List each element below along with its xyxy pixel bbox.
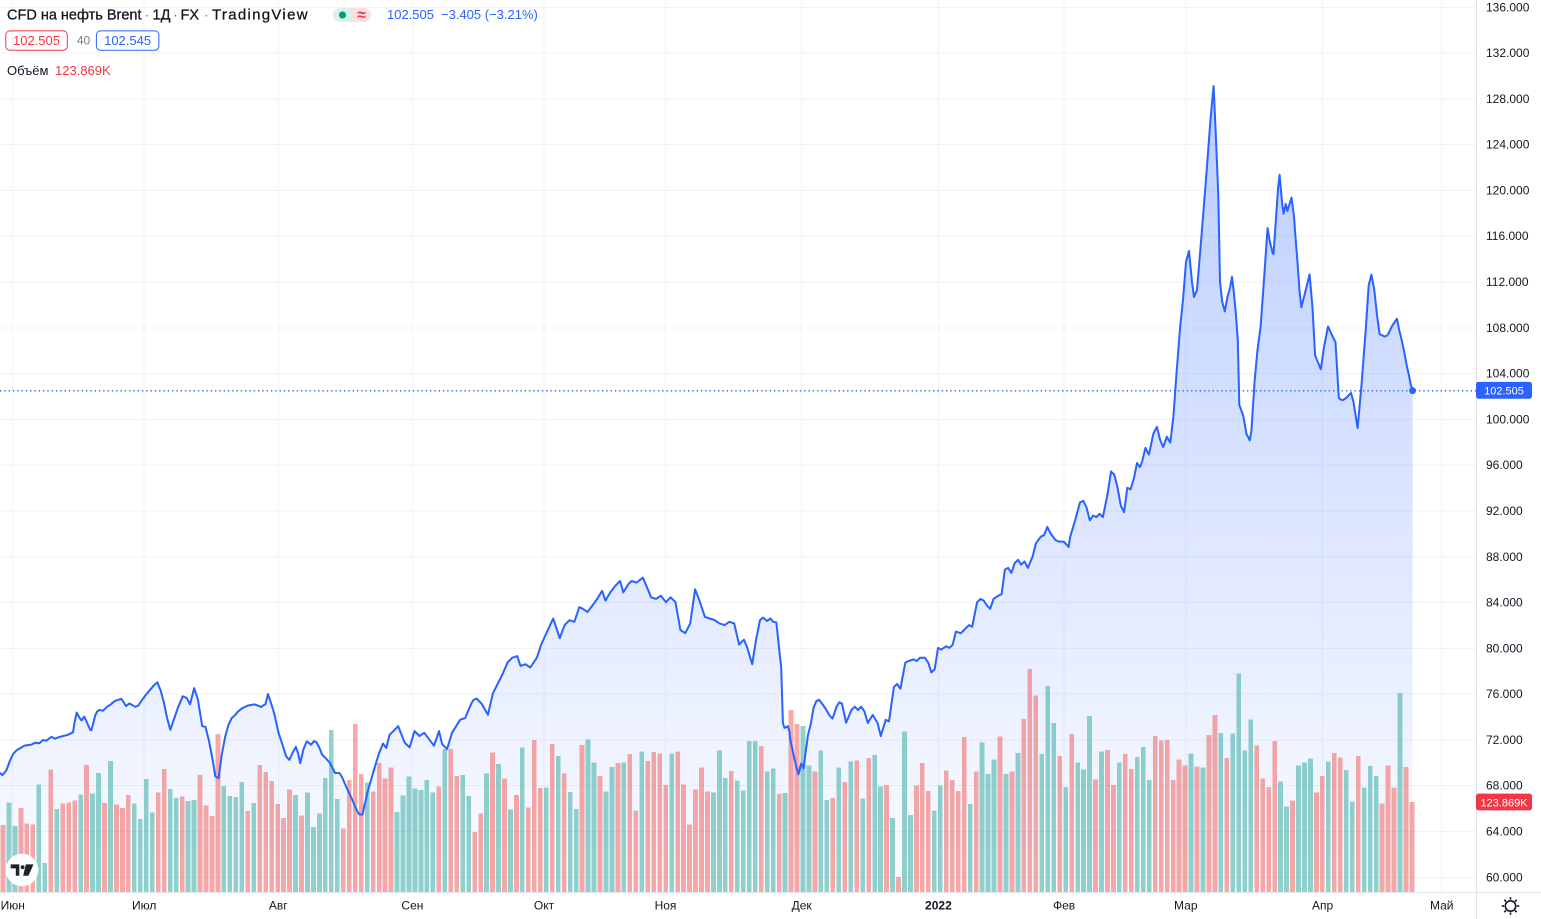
svg-text:136.000: 136.000 xyxy=(1486,0,1530,14)
svg-text:Май: Май xyxy=(1430,899,1454,913)
svg-text:Авг: Авг xyxy=(269,899,288,913)
svg-text:Ноя: Ноя xyxy=(655,899,677,913)
svg-text:102.505: 102.505 xyxy=(387,7,434,22)
svg-text:102.545: 102.545 xyxy=(104,33,151,48)
svg-text:Апр: Апр xyxy=(1312,899,1334,913)
svg-text:72.000: 72.000 xyxy=(1486,733,1523,747)
svg-text:Окт: Окт xyxy=(534,899,555,913)
svg-text:84.000: 84.000 xyxy=(1486,596,1523,610)
svg-text:1Д: 1Д xyxy=(153,8,171,24)
svg-text:123.869K: 123.869K xyxy=(55,63,111,78)
svg-text:Мар: Мар xyxy=(1174,899,1198,913)
svg-text:Сен: Сен xyxy=(401,899,423,913)
svg-text:128.000: 128.000 xyxy=(1486,92,1530,106)
svg-text:92.000: 92.000 xyxy=(1486,504,1523,518)
svg-text:68.000: 68.000 xyxy=(1486,779,1523,793)
svg-text:64.000: 64.000 xyxy=(1486,825,1523,839)
svg-text:·: · xyxy=(204,8,209,24)
svg-text:2022: 2022 xyxy=(925,899,952,913)
svg-text:116.000: 116.000 xyxy=(1486,229,1529,243)
svg-text:·: · xyxy=(145,8,150,24)
svg-text:Объём: Объём xyxy=(7,63,48,78)
svg-text:102.505: 102.505 xyxy=(13,33,60,48)
svg-text:120.000: 120.000 xyxy=(1486,184,1530,198)
svg-text:96.000: 96.000 xyxy=(1486,458,1523,472)
svg-text:88.000: 88.000 xyxy=(1486,550,1523,564)
svg-text:100.000: 100.000 xyxy=(1486,412,1530,426)
svg-text:FX: FX xyxy=(181,8,200,24)
svg-text:60.000: 60.000 xyxy=(1486,870,1523,884)
svg-text:Июн: Июн xyxy=(1,899,25,913)
svg-text:80.000: 80.000 xyxy=(1486,641,1523,655)
svg-text:CFD на нефть Brent: CFD на нефть Brent xyxy=(7,8,142,24)
svg-text:TradingView: TradingView xyxy=(212,7,309,24)
svg-text:Фев: Фев xyxy=(1053,899,1075,913)
svg-text:112.000: 112.000 xyxy=(1486,275,1529,289)
svg-text:−3.405 (−3.21%): −3.405 (−3.21%) xyxy=(441,7,538,22)
svg-text:76.000: 76.000 xyxy=(1486,687,1523,701)
svg-text:132.000: 132.000 xyxy=(1486,46,1530,60)
svg-text:Июл: Июл xyxy=(132,899,156,913)
svg-text:123.869K: 123.869K xyxy=(1480,797,1528,809)
svg-text:108.000: 108.000 xyxy=(1486,321,1530,335)
svg-text:102.505: 102.505 xyxy=(1484,386,1524,398)
svg-text:·: · xyxy=(173,8,178,24)
svg-text:40: 40 xyxy=(77,34,91,48)
svg-text:Дек: Дек xyxy=(792,899,813,913)
svg-text:≈: ≈ xyxy=(357,7,366,24)
svg-text:104.000: 104.000 xyxy=(1486,367,1530,381)
svg-text:124.000: 124.000 xyxy=(1486,138,1530,152)
